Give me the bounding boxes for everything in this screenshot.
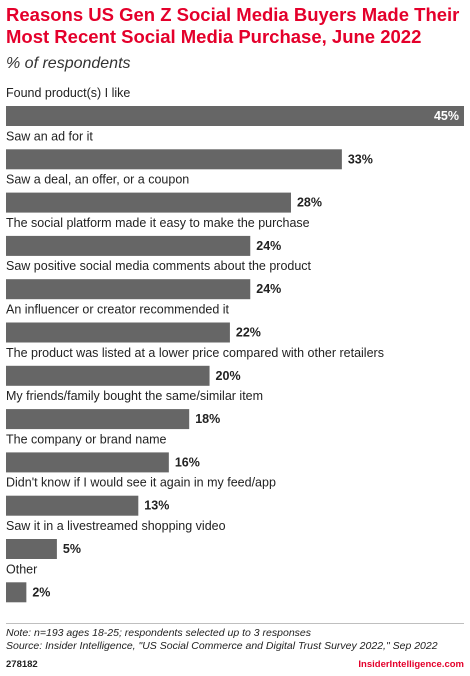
value-label: 33% xyxy=(348,152,373,166)
chart-subtitle: % of respondents xyxy=(6,55,131,72)
value-label: 24% xyxy=(256,282,281,296)
category-label: The company or brand name xyxy=(6,432,167,446)
value-label: 16% xyxy=(175,455,200,469)
category-label: An influencer or creator recommended it xyxy=(6,303,230,317)
value-label: 24% xyxy=(256,239,281,253)
bar xyxy=(6,365,210,386)
category-label: Other xyxy=(6,562,37,576)
value-label: 13% xyxy=(144,499,169,513)
category-label: My friends/family bought the same/simila… xyxy=(6,389,263,403)
value-label: 45% xyxy=(434,109,459,123)
category-label: Saw positive social media comments about… xyxy=(6,259,312,273)
value-label: 2% xyxy=(32,585,50,599)
bar xyxy=(6,539,57,559)
bar-chart: Found product(s) I like 45% Saw an ad for … xyxy=(6,86,464,603)
bar xyxy=(6,582,27,603)
footer-divider xyxy=(6,623,464,624)
bar xyxy=(6,106,464,126)
bar xyxy=(6,235,251,256)
chart-title: Reasons US Gen Z Social Media Buyers Mad… xyxy=(6,4,460,47)
category-label: Saw a deal, an offer, or a coupon xyxy=(6,173,189,187)
value-label: 18% xyxy=(195,412,220,426)
category-label: Didn't know if I would see it again in m… xyxy=(6,476,276,490)
category-label: Found product(s) I like xyxy=(6,86,130,100)
footnote: Note: n=193 ages 18-25; respondents sele… xyxy=(6,627,312,639)
value-label: 28% xyxy=(297,196,322,210)
bar xyxy=(6,322,230,343)
bar xyxy=(6,279,251,300)
bar xyxy=(6,149,342,170)
bar xyxy=(6,495,139,516)
category-label: The social platform made it easy to make… xyxy=(6,216,310,230)
value-label: 22% xyxy=(236,326,261,340)
bar xyxy=(6,409,190,430)
value-label: 5% xyxy=(63,542,81,556)
brand-link[interactable]: InsiderIntelligence.com xyxy=(358,659,464,670)
value-label: 20% xyxy=(216,369,241,383)
bar xyxy=(6,452,169,473)
category-label: The product was listed at a lower price … xyxy=(6,346,384,360)
source-line: Source: Insider Intelligence, "US Social… xyxy=(6,640,438,652)
category-label: Saw it in a livestreamed shopping video xyxy=(6,519,226,533)
chart-id: 278182 xyxy=(6,659,38,670)
category-label: Saw an ad for it xyxy=(6,129,93,143)
bar xyxy=(6,192,291,213)
